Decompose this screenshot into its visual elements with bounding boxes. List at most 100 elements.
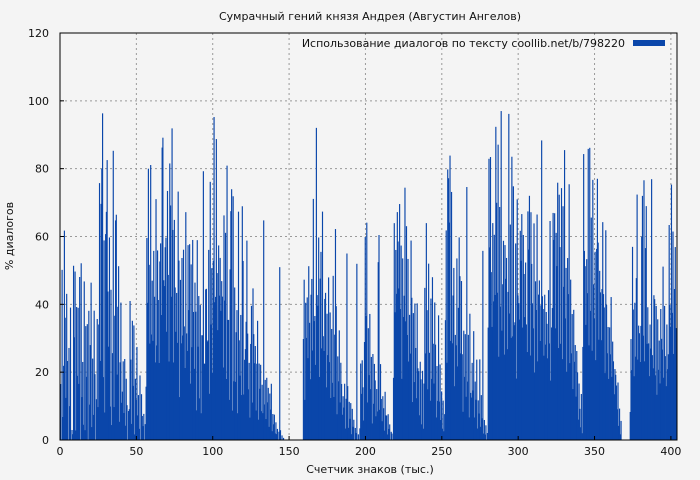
bar (184, 368, 186, 440)
bar (593, 318, 595, 440)
bar (399, 204, 401, 440)
bar (407, 258, 409, 440)
bar (648, 376, 650, 440)
bar (254, 346, 256, 440)
bar (316, 295, 318, 440)
bar (345, 398, 347, 440)
bar (154, 362, 156, 440)
bar (463, 376, 466, 440)
bar (340, 362, 342, 440)
legend: Использование диалогов по тексту coollib… (302, 37, 665, 50)
bar (475, 399, 477, 440)
bar (151, 280, 153, 440)
bar (363, 420, 365, 440)
bar (528, 249, 530, 440)
bar (553, 239, 555, 440)
bar (324, 298, 326, 440)
bar (89, 404, 91, 440)
bar (667, 354, 669, 440)
bar (346, 253, 348, 440)
bar (447, 169, 449, 440)
bar (337, 381, 340, 440)
bar (188, 310, 190, 440)
bar (108, 237, 111, 440)
bar (477, 400, 479, 440)
bar (310, 294, 312, 440)
bar (230, 211, 232, 440)
bar (250, 343, 252, 440)
bar (221, 281, 223, 440)
bar (449, 155, 451, 440)
bar (347, 386, 349, 440)
bar (110, 289, 112, 440)
bar (568, 184, 570, 440)
bar (591, 350, 593, 440)
bar (122, 361, 124, 440)
bar (466, 187, 468, 440)
bar (211, 372, 214, 440)
bar (260, 411, 262, 440)
bar (201, 335, 203, 440)
bar (372, 354, 374, 440)
bar (573, 309, 575, 440)
bar (654, 299, 656, 440)
bar (355, 432, 357, 440)
bar (613, 394, 615, 440)
bar (499, 206, 501, 440)
bar (505, 278, 507, 440)
bar (140, 394, 143, 440)
bar (308, 322, 311, 440)
bar (483, 419, 485, 440)
bar (564, 318, 566, 440)
bar (192, 311, 195, 440)
bar (333, 396, 335, 440)
bar (182, 249, 185, 440)
bar (506, 349, 508, 440)
legend-swatch (633, 40, 665, 46)
bar (119, 362, 121, 440)
bar (661, 349, 663, 440)
bar (504, 245, 506, 440)
bar (328, 362, 330, 440)
bar (403, 295, 405, 440)
bar (497, 144, 499, 440)
bar (73, 337, 75, 440)
bar (421, 370, 424, 440)
bar (107, 291, 109, 440)
bar (429, 400, 431, 440)
bar (198, 296, 200, 440)
bar (132, 385, 134, 440)
bar (447, 178, 450, 441)
bar (432, 343, 434, 440)
bar (186, 333, 188, 440)
bar (636, 194, 638, 440)
bar (560, 343, 562, 440)
bar (634, 302, 636, 440)
bar (273, 414, 275, 440)
bar (544, 294, 546, 440)
bar (147, 168, 149, 440)
bar (99, 360, 101, 440)
bar (486, 433, 489, 440)
bar (147, 302, 149, 440)
bar (654, 375, 657, 440)
bar (544, 344, 547, 440)
bar (538, 280, 540, 440)
bar (534, 372, 536, 440)
bar (547, 290, 550, 440)
bar (100, 203, 102, 440)
bar (64, 317, 66, 440)
bar (273, 424, 275, 440)
bar (319, 278, 321, 440)
bar (349, 418, 351, 440)
bar (159, 261, 161, 440)
bar (90, 282, 92, 440)
bar (558, 194, 560, 440)
bar (156, 250, 159, 440)
bar (121, 402, 123, 440)
bar (145, 386, 147, 440)
bar (618, 408, 621, 440)
bar (337, 356, 339, 440)
bar (584, 266, 586, 440)
